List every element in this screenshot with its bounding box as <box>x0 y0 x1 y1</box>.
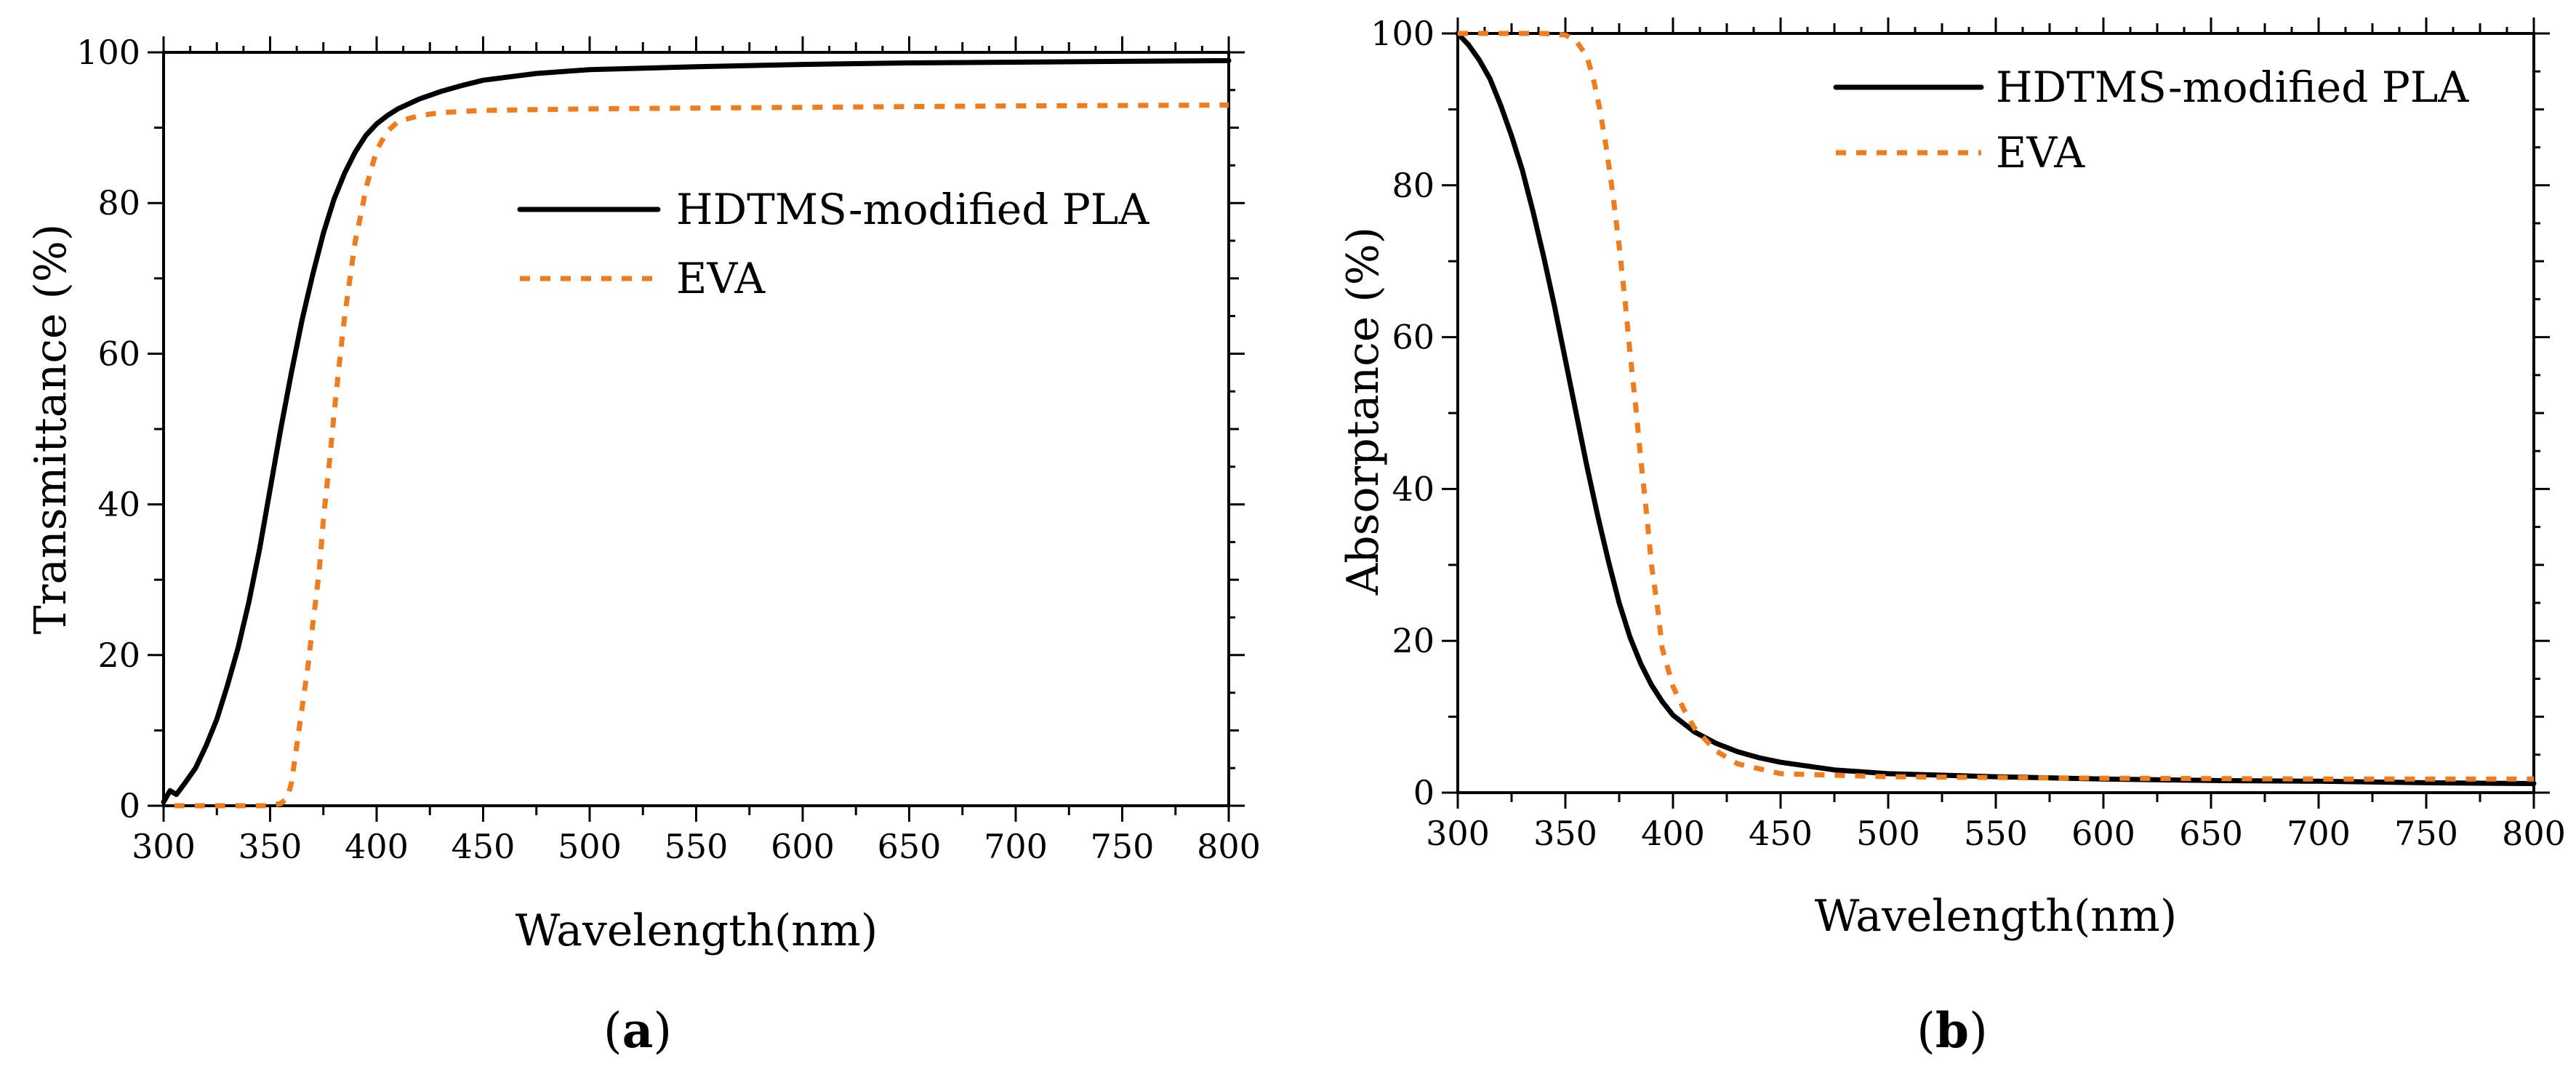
x-tick-label-b: 750 <box>2394 814 2458 853</box>
y-tick-label-a: 40 <box>97 485 140 524</box>
x-tick-label-b: 500 <box>1856 814 1920 853</box>
x-tick-label-a: 350 <box>238 827 302 866</box>
x-tick-label-a: 500 <box>558 827 622 866</box>
chart-a: 300 350 400 450 500 550 600 650 700 750 800 0 20 40 6… <box>25 33 1261 1059</box>
y-tick-label-b: 80 <box>1392 166 1435 205</box>
legend-b: HDTMS-modified PLA EVA <box>1833 63 2469 177</box>
panel-label-a: (a) <box>603 1002 672 1059</box>
x-tick-label-b: 650 <box>2179 814 2243 853</box>
x-tick-label-b: 700 <box>2287 814 2351 853</box>
x-tick-label-a: 650 <box>878 827 942 866</box>
x-tick-label-a: 450 <box>452 827 515 866</box>
legend-label-eva-b: EVA <box>1996 128 2085 177</box>
y-tick-label-a: 0 <box>119 786 140 825</box>
x-tick-label-a: 750 <box>1091 827 1155 866</box>
y-tick-label-b: 100 <box>1371 14 1435 53</box>
x-tick-label-a: 550 <box>665 827 729 866</box>
x-tick-label-b: 300 <box>1426 814 1490 853</box>
plot-frame-a <box>162 51 1230 807</box>
y-tick-label-b: 0 <box>1413 773 1435 812</box>
panel-letter-a: a <box>622 1002 654 1059</box>
y-tick-label-a: 80 <box>97 183 140 223</box>
y-tick-label-a: 100 <box>76 33 140 72</box>
x-tick-label-b: 350 <box>1533 814 1597 853</box>
y-tick-label-b: 60 <box>1392 318 1435 357</box>
x-tick-label-b: 800 <box>2502 814 2566 853</box>
y-axis-title-b: Absorptance (%) <box>1338 227 1389 596</box>
x-axis-title-a: Wavelength(nm) <box>515 905 878 956</box>
y-tick-label-a: 20 <box>97 636 140 675</box>
chart-b: 300 350 400 450 500 550 600 650 700 750 800 0 20 40 6… <box>1338 14 2566 1059</box>
series-line-hdtms-a <box>161 57 1232 805</box>
legend-label-hdtms-a: HDTMS-modified PLA <box>676 185 1149 234</box>
series-line-eva-b <box>1458 31 2534 782</box>
y-axis-title-a: Transmittance (%) <box>25 224 76 635</box>
legend-label-eva-a: EVA <box>676 254 766 303</box>
x-tick-label-a: 400 <box>345 827 409 866</box>
panel-letter-b: b <box>1935 1002 1969 1059</box>
x-tick-label-b: 550 <box>1964 814 2028 853</box>
x-tick-label-a: 300 <box>132 827 196 866</box>
y-tick-label-b: 40 <box>1392 469 1435 508</box>
legend-label-hdtms-b: HDTMS-modified PLA <box>1996 63 2469 112</box>
x-tick-label-b: 600 <box>2071 814 2135 853</box>
x-tick-label-b: 400 <box>1641 814 1705 853</box>
x-tick-label-a: 800 <box>1197 827 1261 866</box>
x-tick-label-b: 450 <box>1749 814 1813 853</box>
y-tick-label-b: 20 <box>1392 621 1435 660</box>
x-tick-label-a: 600 <box>771 827 835 866</box>
legend-a: HDTMS-modified PLA EVA <box>517 185 1149 303</box>
y-tick-label-a: 60 <box>97 334 140 373</box>
panel-label-b: (b) <box>1917 1002 1988 1059</box>
x-axis-title-b: Wavelength(nm) <box>1815 891 2178 942</box>
x-tick-label-a: 700 <box>984 827 1048 866</box>
